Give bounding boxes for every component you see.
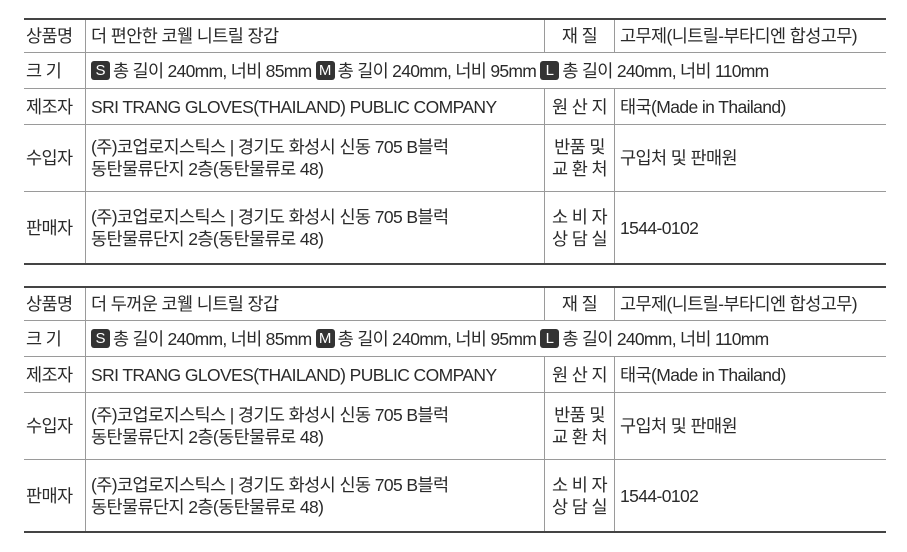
row-importer: 수입자 (주)코업로지스틱스 | 경기도 화성시 신동 705 B블럭 동탄물류…	[24, 125, 886, 192]
material-value: 고무제(니트릴-부타디엔 합성고무)	[620, 294, 858, 314]
consult-value: 1544-0102	[620, 217, 699, 238]
seller-line-2: 동탄물류단지 2층(동탄물류로 48)	[91, 496, 324, 517]
importer-line-1: (주)코업로지스틱스 | 경기도 화성시 신동 705 B블럭	[91, 405, 449, 425]
size-badge-s: S	[91, 61, 110, 80]
seller-line-2: 동탄물류단지 2층(동탄물류로 48)	[91, 228, 324, 249]
seller-value: (주)코업로지스틱스 | 경기도 화성시 신동 705 B블럭 동탄물류단지 2…	[86, 192, 544, 263]
size-l-text: 총 길이 240mm, 너비 110mm	[562, 328, 769, 349]
maker-label: 제조자	[24, 89, 86, 124]
origin-value: 태국(Made in Thailand)	[620, 364, 786, 385]
return-label: 반품 및 교 환 처	[544, 393, 615, 459]
maker-value: SRI TRANG GLOVES(THAILAND) PUBLIC COMPAN…	[91, 96, 497, 117]
return-label-line-2: 교 환 처	[551, 159, 608, 179]
material-value: 고무제(니트릴-부타디엔 합성고무)	[620, 26, 858, 46]
seller-value: (주)코업로지스틱스 | 경기도 화성시 신동 705 B블럭 동탄물류단지 2…	[86, 460, 544, 531]
row-seller: 판매자 (주)코업로지스틱스 | 경기도 화성시 신동 705 B블럭 동탄물류…	[24, 192, 886, 263]
consult-value: 1544-0102	[620, 485, 699, 506]
consult-label: 소 비 자 상 담 실	[544, 192, 615, 263]
row-maker: 제조자 SRI TRANG GLOVES(THAILAND) PUBLIC CO…	[24, 357, 886, 393]
importer-value: (주)코업로지스틱스 | 경기도 화성시 신동 705 B블럭 동탄물류단지 2…	[86, 125, 544, 191]
return-value: 구입처 및 판매원	[620, 148, 738, 168]
row-maker: 제조자 SRI TRANG GLOVES(THAILAND) PUBLIC CO…	[24, 89, 886, 125]
size-label: 크 기	[24, 321, 86, 356]
size-s-text: 총 길이 240mm, 너비 85mm	[113, 328, 312, 349]
consult-label-line-1: 소 비 자	[551, 474, 608, 495]
size-l-text: 총 길이 240mm, 너비 110mm	[562, 60, 769, 81]
return-label-line-1: 반품 및	[554, 137, 605, 157]
importer-line-1: (주)코업로지스틱스 | 경기도 화성시 신동 705 B블럭	[91, 137, 449, 157]
seller-line-1: (주)코업로지스틱스 | 경기도 화성시 신동 705 B블럭	[91, 474, 449, 495]
importer-line-2: 동탄물류단지 2층(동탄물류로 48)	[91, 427, 324, 447]
product-info-table: 상품명 더 편안한 코웰 니트릴 장갑 재 질 고무제(니트릴-부타디엔 합성고…	[24, 18, 886, 265]
size-m-text: 총 길이 240mm, 너비 95mm	[337, 328, 537, 349]
origin-label: 원 산 지	[544, 89, 615, 124]
return-label-line-1: 반품 및	[554, 405, 605, 425]
size-badge-l: L	[540, 61, 560, 80]
return-label-line-2: 교 환 처	[551, 427, 608, 447]
importer-label: 수입자	[24, 125, 86, 191]
maker-value: SRI TRANG GLOVES(THAILAND) PUBLIC COMPAN…	[91, 364, 497, 385]
product-name: 더 편안한 코웰 니트릴 장갑	[91, 26, 279, 46]
size-s-text: 총 길이 240mm, 너비 85mm	[113, 60, 312, 81]
material-label: 재 질	[544, 288, 615, 320]
row-product: 상품명 더 편안한 코웰 니트릴 장갑 재 질 고무제(니트릴-부타디엔 합성고…	[24, 20, 886, 53]
seller-label: 판매자	[24, 192, 86, 263]
product-label: 상품명	[24, 288, 86, 320]
size-label: 크 기	[24, 53, 86, 88]
row-seller: 판매자 (주)코업로지스틱스 | 경기도 화성시 신동 705 B블럭 동탄물류…	[24, 460, 886, 531]
consult-label: 소 비 자 상 담 실	[544, 460, 615, 531]
product-name: 더 두꺼운 코웰 니트릴 장갑	[91, 294, 279, 314]
size-badge-s: S	[91, 329, 110, 348]
importer-value: (주)코업로지스틱스 | 경기도 화성시 신동 705 B블럭 동탄물류단지 2…	[86, 393, 544, 459]
origin-value: 태국(Made in Thailand)	[620, 96, 786, 117]
seller-line-1: (주)코업로지스틱스 | 경기도 화성시 신동 705 B블럭	[91, 206, 449, 227]
product-info-table: 상품명 더 두꺼운 코웰 니트릴 장갑 재 질 고무제(니트릴-부타디엔 합성고…	[24, 286, 886, 533]
product-label: 상품명	[24, 20, 86, 52]
material-label: 재 질	[544, 20, 615, 52]
return-label: 반품 및 교 환 처	[544, 125, 615, 191]
return-value: 구입처 및 판매원	[620, 416, 738, 436]
size-badge-l: L	[540, 329, 560, 348]
size-m-text: 총 길이 240mm, 너비 95mm	[337, 60, 537, 81]
row-product: 상품명 더 두꺼운 코웰 니트릴 장갑 재 질 고무제(니트릴-부타디엔 합성고…	[24, 288, 886, 321]
consult-label-line-1: 소 비 자	[551, 206, 608, 227]
maker-label: 제조자	[24, 357, 86, 392]
importer-line-2: 동탄물류단지 2층(동탄물류로 48)	[91, 159, 324, 179]
origin-label: 원 산 지	[544, 357, 615, 392]
importer-label: 수입자	[24, 393, 86, 459]
seller-label: 판매자	[24, 460, 86, 531]
consult-label-line-2: 상 담 실	[551, 496, 608, 517]
consult-label-line-2: 상 담 실	[551, 228, 608, 249]
size-badge-m: M	[315, 61, 335, 80]
size-badge-m: M	[315, 329, 335, 348]
row-importer: 수입자 (주)코업로지스틱스 | 경기도 화성시 신동 705 B블럭 동탄물류…	[24, 393, 886, 460]
